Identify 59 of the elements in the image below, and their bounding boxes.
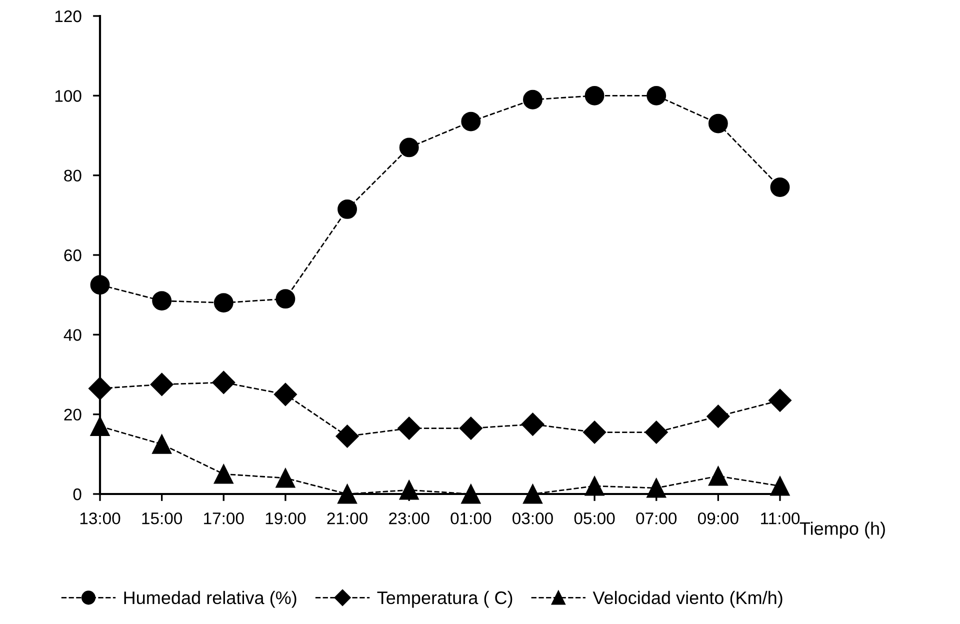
point [336,424,359,448]
point [583,420,606,444]
point [152,291,172,311]
x-tick-label: 07:00 [636,512,677,524]
y-tick-label: 80 [64,170,82,182]
point [150,372,174,396]
y-tick-label: 20 [64,408,82,421]
point [274,382,297,406]
point [461,112,481,132]
point [338,199,357,219]
point [90,416,110,436]
point [584,86,604,106]
point [399,138,419,158]
x-tick-label: 05:00 [574,512,615,524]
point [398,416,421,440]
point [770,476,790,496]
point [768,388,792,412]
point [88,376,112,400]
x-tick-label: 23:00 [389,512,430,524]
point [90,275,110,295]
x-tick-label: 21:00 [327,512,368,524]
point [708,466,728,486]
point [152,434,172,454]
point [461,484,481,504]
point [521,412,544,436]
point [646,478,666,498]
y-tick-label: 0 [73,488,82,500]
y-tick-label: 60 [64,249,82,262]
y-tick-label: 40 [64,329,82,341]
point [523,484,542,504]
point [523,90,542,110]
point [276,468,296,488]
x-tick-label: 15:00 [142,512,182,524]
y-tick-label: 120 [55,10,82,22]
y-tick-label: 100 [55,90,82,102]
legend-label: Velocidad viento (Km/h) [592,590,782,608]
x-tick-label: 03:00 [512,512,553,524]
x-axis-title: Tiempo (h) [800,522,885,539]
point [584,476,604,496]
x-tick-label: 13:00 [80,512,120,524]
point [214,293,234,313]
x-tick-label: 09:00 [698,512,738,524]
point [770,178,790,198]
legend-label: Temperatura ( C) [377,590,512,608]
legend-label: Humedad relativa (%) [124,590,296,608]
x-tick-label: 19:00 [266,512,306,524]
x-tick-label: 11:00 [761,512,800,524]
x-tick-label: 01:00 [450,512,492,524]
point [399,480,419,500]
point [459,416,482,440]
point [276,289,296,309]
point [644,420,668,444]
x-tick-label: 17:00 [204,512,244,524]
point [646,86,666,106]
point [706,404,730,428]
point [338,484,357,504]
point [708,114,728,134]
point [212,370,236,394]
point [214,464,234,484]
